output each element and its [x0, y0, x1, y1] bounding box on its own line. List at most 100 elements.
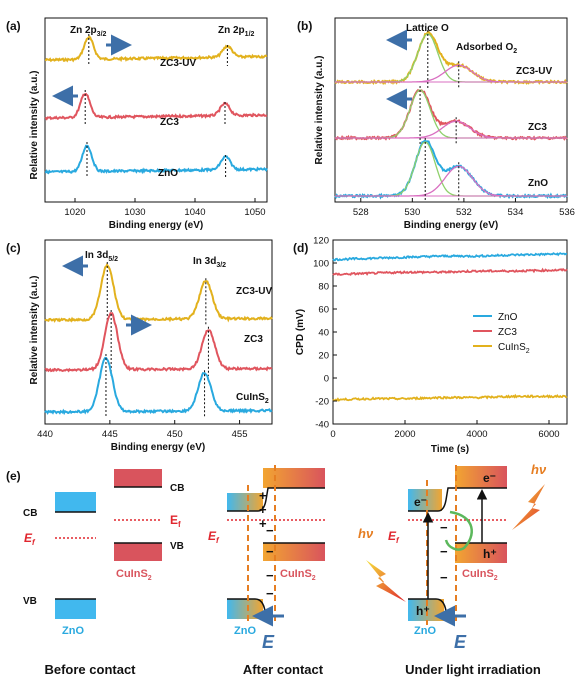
xtick-label-b-2: 532: [456, 207, 472, 218]
zno-vb-label: VB: [23, 596, 37, 607]
cuins2-ef-label: Ef: [170, 513, 181, 529]
cuins2-label: CuInS2: [116, 568, 152, 582]
panel-d-xlabel: Time (s): [431, 444, 469, 455]
light-recombination-path: [444, 510, 473, 551]
legend-label-cuins2: CuInS2: [498, 342, 530, 355]
panel-b-lattice-label: Lattice O: [406, 23, 449, 34]
xps-trace-c-2: [44, 356, 273, 416]
panel-d-ticks: 0 2000 4000 6000 120 100 80 60 40 20 0 -20 -40: [313, 236, 559, 441]
panel-e: (e) CB Ef VB ZnO CB Ef VB CuInS2 Before …: [6, 462, 547, 677]
panel-b-adsorbed-label: Adsorbed O2: [456, 42, 517, 55]
panel-b-curves: [334, 30, 568, 202]
xtick-label-b-0: 528: [353, 207, 369, 218]
panel-b: (b) Relative intensity (a.u.) 528 530 532 5…: [297, 17, 575, 231]
xtick-label-a-0: 1020: [64, 207, 85, 218]
panel-d-ylabel: CPD (mV): [295, 309, 306, 355]
panel-c-ylabel: Relative intensity (a.u.): [29, 276, 40, 385]
xtick-label-c-1: 445: [102, 429, 118, 440]
after-cb-edge: [227, 487, 325, 512]
panel-d-legend: ZnO ZC3 CuInS2: [473, 312, 530, 355]
light-e-field-label: E: [454, 632, 467, 652]
xps-trace-a-0: [44, 35, 268, 63]
svg-text:+: +: [259, 502, 267, 517]
panel-d: (d) CPD (mV) 0 2000 4000 6000 120 100 80 60 40 20…: [293, 236, 568, 455]
svg-text:−: −: [440, 544, 448, 559]
svg-text:−: −: [440, 570, 448, 585]
panel-c-label: (c): [6, 241, 21, 255]
panel-c-peak2-label: In 3d3/2: [193, 256, 226, 269]
cuins2-vb-label: VB: [170, 541, 184, 552]
light-cuins2-label: CuInS2: [462, 568, 498, 582]
panel-a-trace-label-zno: ZnO: [158, 168, 178, 179]
d-xtick-label-0: 0: [330, 429, 335, 440]
after-ef-label: Ef: [208, 529, 220, 545]
light-cuins2-cb-band: [455, 466, 507, 488]
panel-b-frame: [334, 17, 568, 203]
light-zno-label: ZnO: [414, 625, 436, 637]
after-charges: + + + − − − −: [259, 488, 274, 601]
d-ytick-label-8: -40: [315, 420, 329, 431]
after-e-field-label: E: [262, 632, 275, 652]
panel-b-trace-label-zc3: ZC3: [528, 122, 547, 133]
light-zno-cb-band: [408, 489, 442, 511]
panel-b-xlabel: Binding energy (eV): [404, 220, 498, 231]
d-ytick-label-5: 20: [318, 351, 329, 362]
panel-e-label: (e): [6, 469, 21, 483]
panel-b-ylabel: Relative intensity (a.u.): [314, 56, 325, 165]
d-xtick-label-2: 4000: [466, 429, 487, 440]
xtick-label-c-2: 450: [167, 429, 183, 440]
panel-c-trace-label-zc3uv: ZC3-UV: [236, 286, 272, 297]
xtick-label-a-2: 1040: [184, 207, 205, 218]
cpd-line-0: [332, 252, 567, 262]
xtick-label-b-1: 530: [404, 207, 420, 218]
light-cb-edge: [408, 487, 507, 512]
light-zno-electron: e⁻: [414, 495, 427, 509]
legend-label-zc3: ZC3: [498, 327, 517, 338]
d-ytick-label-0: 120: [313, 236, 329, 247]
light-cuins2-electron: e⁻: [483, 471, 496, 485]
d-ytick-label-2: 80: [318, 282, 329, 293]
legend-label-zno: ZnO: [498, 312, 518, 323]
cpd-line-2: [332, 393, 568, 402]
xps-trace-c-0: [44, 262, 273, 323]
panel-a-label: (a): [6, 19, 21, 33]
panel-c-xlabel: Binding energy (eV): [111, 442, 205, 453]
panel-b-trace-label-zno: ZnO: [528, 178, 548, 189]
svg-text:+: +: [259, 516, 267, 531]
svg-text:−: −: [266, 586, 274, 601]
light-ef-label: Ef: [388, 529, 400, 545]
xtick-label-b-4: 536: [559, 207, 575, 218]
panel-a-peak2-label: Zn 2p1/2: [218, 25, 255, 38]
panel-c-trace-label-zc3: ZC3: [244, 334, 263, 345]
before-contact-diagram: CB Ef VB ZnO CB Ef VB CuInS2 Before cont…: [23, 469, 184, 677]
after-cuins2-cb-band: [263, 468, 325, 488]
d-ytick-label-6: 0: [324, 374, 329, 385]
panel-a-curves: [44, 34, 268, 178]
xtick-label-a-3: 1050: [244, 207, 265, 218]
d-xtick-label-1: 2000: [394, 429, 415, 440]
d-ytick-label-3: 60: [318, 305, 329, 316]
lightning-bolt-right-icon: [512, 484, 545, 530]
panel-a-frame: [44, 17, 268, 203]
panel-a-trace-label-zc3uv: ZC3-UV: [160, 58, 196, 69]
panel-a-ylabel: Relative intensity (a.u.): [29, 71, 40, 180]
light-charges: − − −: [440, 520, 448, 585]
zno-label: ZnO: [62, 625, 84, 637]
panel-a-trace-label-zc3: ZC3: [160, 117, 179, 128]
xps-trace-a-2: [44, 144, 268, 175]
zno-cb-label: CB: [23, 508, 37, 519]
svg-text:−: −: [440, 520, 448, 535]
panel-c-trace-label-cuins2: CuInS2: [236, 392, 269, 405]
xtick-label-b-3: 534: [508, 207, 524, 218]
xtick-label-c-3: 455: [232, 429, 248, 440]
panel-c-frame: [44, 239, 273, 425]
light-cuins2-vb-band: [455, 543, 507, 563]
after-zno-vb-band: [227, 599, 263, 619]
xps-trace-a-1: [44, 92, 268, 121]
cuins2-cb-band: [114, 469, 162, 487]
after-contact-diagram: Ef + + + − − − − E ZnO CuInS2 After cont…: [208, 465, 325, 677]
svg-text:−: −: [266, 544, 274, 559]
xtick-label-a-1: 1030: [124, 207, 145, 218]
panel-b-trace-label-zc3uv: ZC3-UV: [516, 66, 552, 77]
